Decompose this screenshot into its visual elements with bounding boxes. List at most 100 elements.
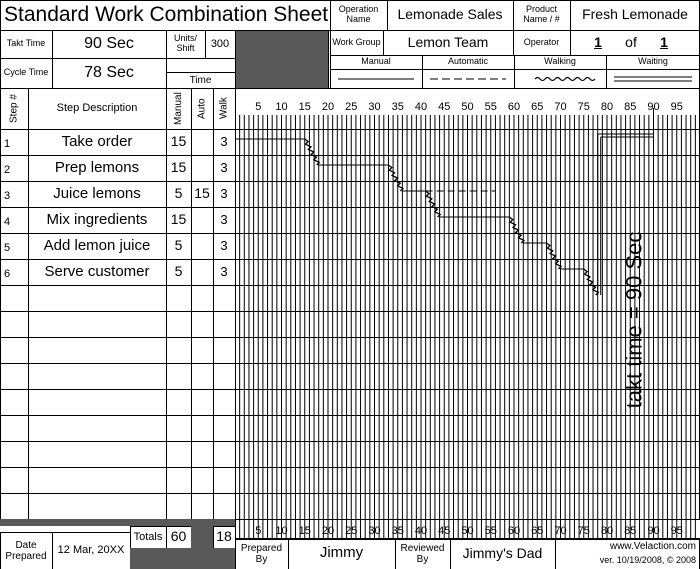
time-tick-label: 80 — [601, 525, 613, 537]
time-tick-label: 55 — [485, 101, 497, 113]
field-label: Product Name / # — [523, 4, 560, 24]
field-label: of — [625, 33, 637, 50]
field-label: Units/ Shift — [173, 33, 197, 53]
field-value: Lemonade Sales — [397, 6, 503, 23]
step-number: 4 — [4, 215, 11, 228]
cell-border — [235, 519, 700, 540]
time-tick-label: 85 — [624, 101, 636, 113]
shaded-cell — [191, 526, 213, 548]
walk-line — [388, 164, 405, 192]
field-label: Cycle Time — [3, 67, 49, 78]
time-tick-label: 40 — [415, 101, 427, 113]
field-value: Fresh Lemonade — [582, 6, 688, 23]
column-header: Step # — [8, 94, 20, 123]
column-header: Walk — [218, 97, 230, 120]
time-tick-label: 70 — [554, 101, 566, 113]
time-tick-label: 5 — [255, 101, 261, 113]
manual-time: 15 — [170, 159, 187, 176]
field-value: 300 — [210, 37, 230, 50]
manual-time: 5 — [174, 185, 183, 202]
time-tick-label: 65 — [531, 525, 543, 537]
column-header: Manual — [173, 92, 184, 125]
step-number: 3 — [4, 189, 11, 202]
legend-label: Walking — [544, 56, 576, 67]
step-number: 2 — [4, 163, 11, 176]
walk-time: 3 — [220, 237, 228, 253]
walk-time: 3 — [220, 159, 228, 175]
step-number: 5 — [4, 241, 11, 254]
legend-walk — [534, 76, 596, 82]
walk-time: 3 — [220, 133, 228, 149]
shaded-strip — [0, 519, 235, 526]
walk-line — [546, 242, 563, 270]
total-walk: 18 — [216, 528, 232, 545]
takt-label: takt time = 90 Sec — [621, 232, 646, 409]
totals-label: Totals — [133, 530, 163, 543]
time-tick-label: 20 — [322, 101, 334, 113]
time-tick-label: 25 — [345, 525, 357, 537]
time-tick-label: 30 — [368, 101, 380, 113]
step-description: Prep lemons — [54, 158, 140, 176]
time-tick-label: 85 — [624, 525, 636, 537]
field-value: 1 — [660, 33, 668, 50]
field-value: 12 Mar, 20XX — [57, 544, 125, 557]
time-tick-label: 90 — [647, 101, 659, 113]
cell-border — [166, 58, 236, 73]
field-value: 90 Sec — [84, 35, 134, 53]
time-tick-label: 80 — [601, 101, 613, 113]
walk-time: 3 — [220, 263, 228, 279]
time-tick-label: 65 — [531, 101, 543, 113]
column-header: Step Description — [56, 102, 138, 115]
time-tick-label: 75 — [578, 525, 590, 537]
legend-label: Manual — [361, 56, 391, 67]
cell-border — [606, 69, 700, 89]
time-tick-label: 30 — [368, 525, 380, 537]
time-tick-label: 45 — [438, 525, 450, 537]
walk-time: 3 — [220, 185, 228, 201]
time-tick-label: 15 — [299, 525, 311, 537]
manual-time: 5 — [174, 237, 183, 254]
time-tick-label: 60 — [508, 101, 520, 113]
step-description: Take order — [61, 132, 133, 150]
column-header: Auto — [196, 98, 208, 119]
time-tick-label: 25 — [345, 101, 357, 113]
time-tick-label: 95 — [671, 101, 683, 113]
legend-label: Automatic — [447, 56, 489, 67]
field-label: Takt Time — [6, 38, 46, 49]
field-value: Jimmy's Dad — [462, 544, 543, 561]
field-label: Time — [189, 74, 212, 86]
step-description: Serve customer — [44, 262, 150, 280]
time-tick-label: 10 — [275, 101, 287, 113]
step-description: Add lemon juice — [43, 236, 151, 254]
field-label: Operator — [523, 36, 560, 47]
field-value: Lemon Team — [407, 33, 489, 50]
version: ver. 10/19/2008, © 2008 — [599, 554, 696, 565]
field-label: Reviewed By — [400, 542, 445, 565]
field-value: 1 — [594, 33, 602, 50]
time-tick-label: 5 — [255, 525, 261, 537]
field-label: Date Prepared — [5, 539, 47, 562]
time-tick-label: 50 — [461, 525, 473, 537]
manual-time: 15 — [170, 133, 187, 150]
field-value: 78 Sec — [84, 64, 134, 82]
shaded-cell — [130, 548, 235, 569]
step-number: 6 — [4, 267, 11, 280]
time-tick-label: 55 — [485, 525, 497, 537]
website: www.Velaction.com — [609, 540, 696, 552]
time-tick-label: 10 — [275, 525, 287, 537]
time-tick-label: 35 — [392, 525, 404, 537]
time-tick-label: 15 — [299, 101, 311, 113]
walk-line — [583, 268, 600, 296]
step-description: Juice lemons — [53, 184, 141, 202]
manual-time: 15 — [170, 211, 187, 228]
auto-time: 15 — [194, 185, 210, 202]
time-tick-label: 45 — [438, 101, 450, 113]
walk-time: 3 — [220, 211, 228, 227]
legend-label: Waiting — [638, 56, 668, 67]
field-label: Operation Name — [338, 4, 379, 24]
time-tick-label: 50 — [461, 101, 473, 113]
time-tick-label: 40 — [415, 525, 427, 537]
time-tick-label: 95 — [671, 525, 683, 537]
time-tick-label: 20 — [322, 525, 334, 537]
